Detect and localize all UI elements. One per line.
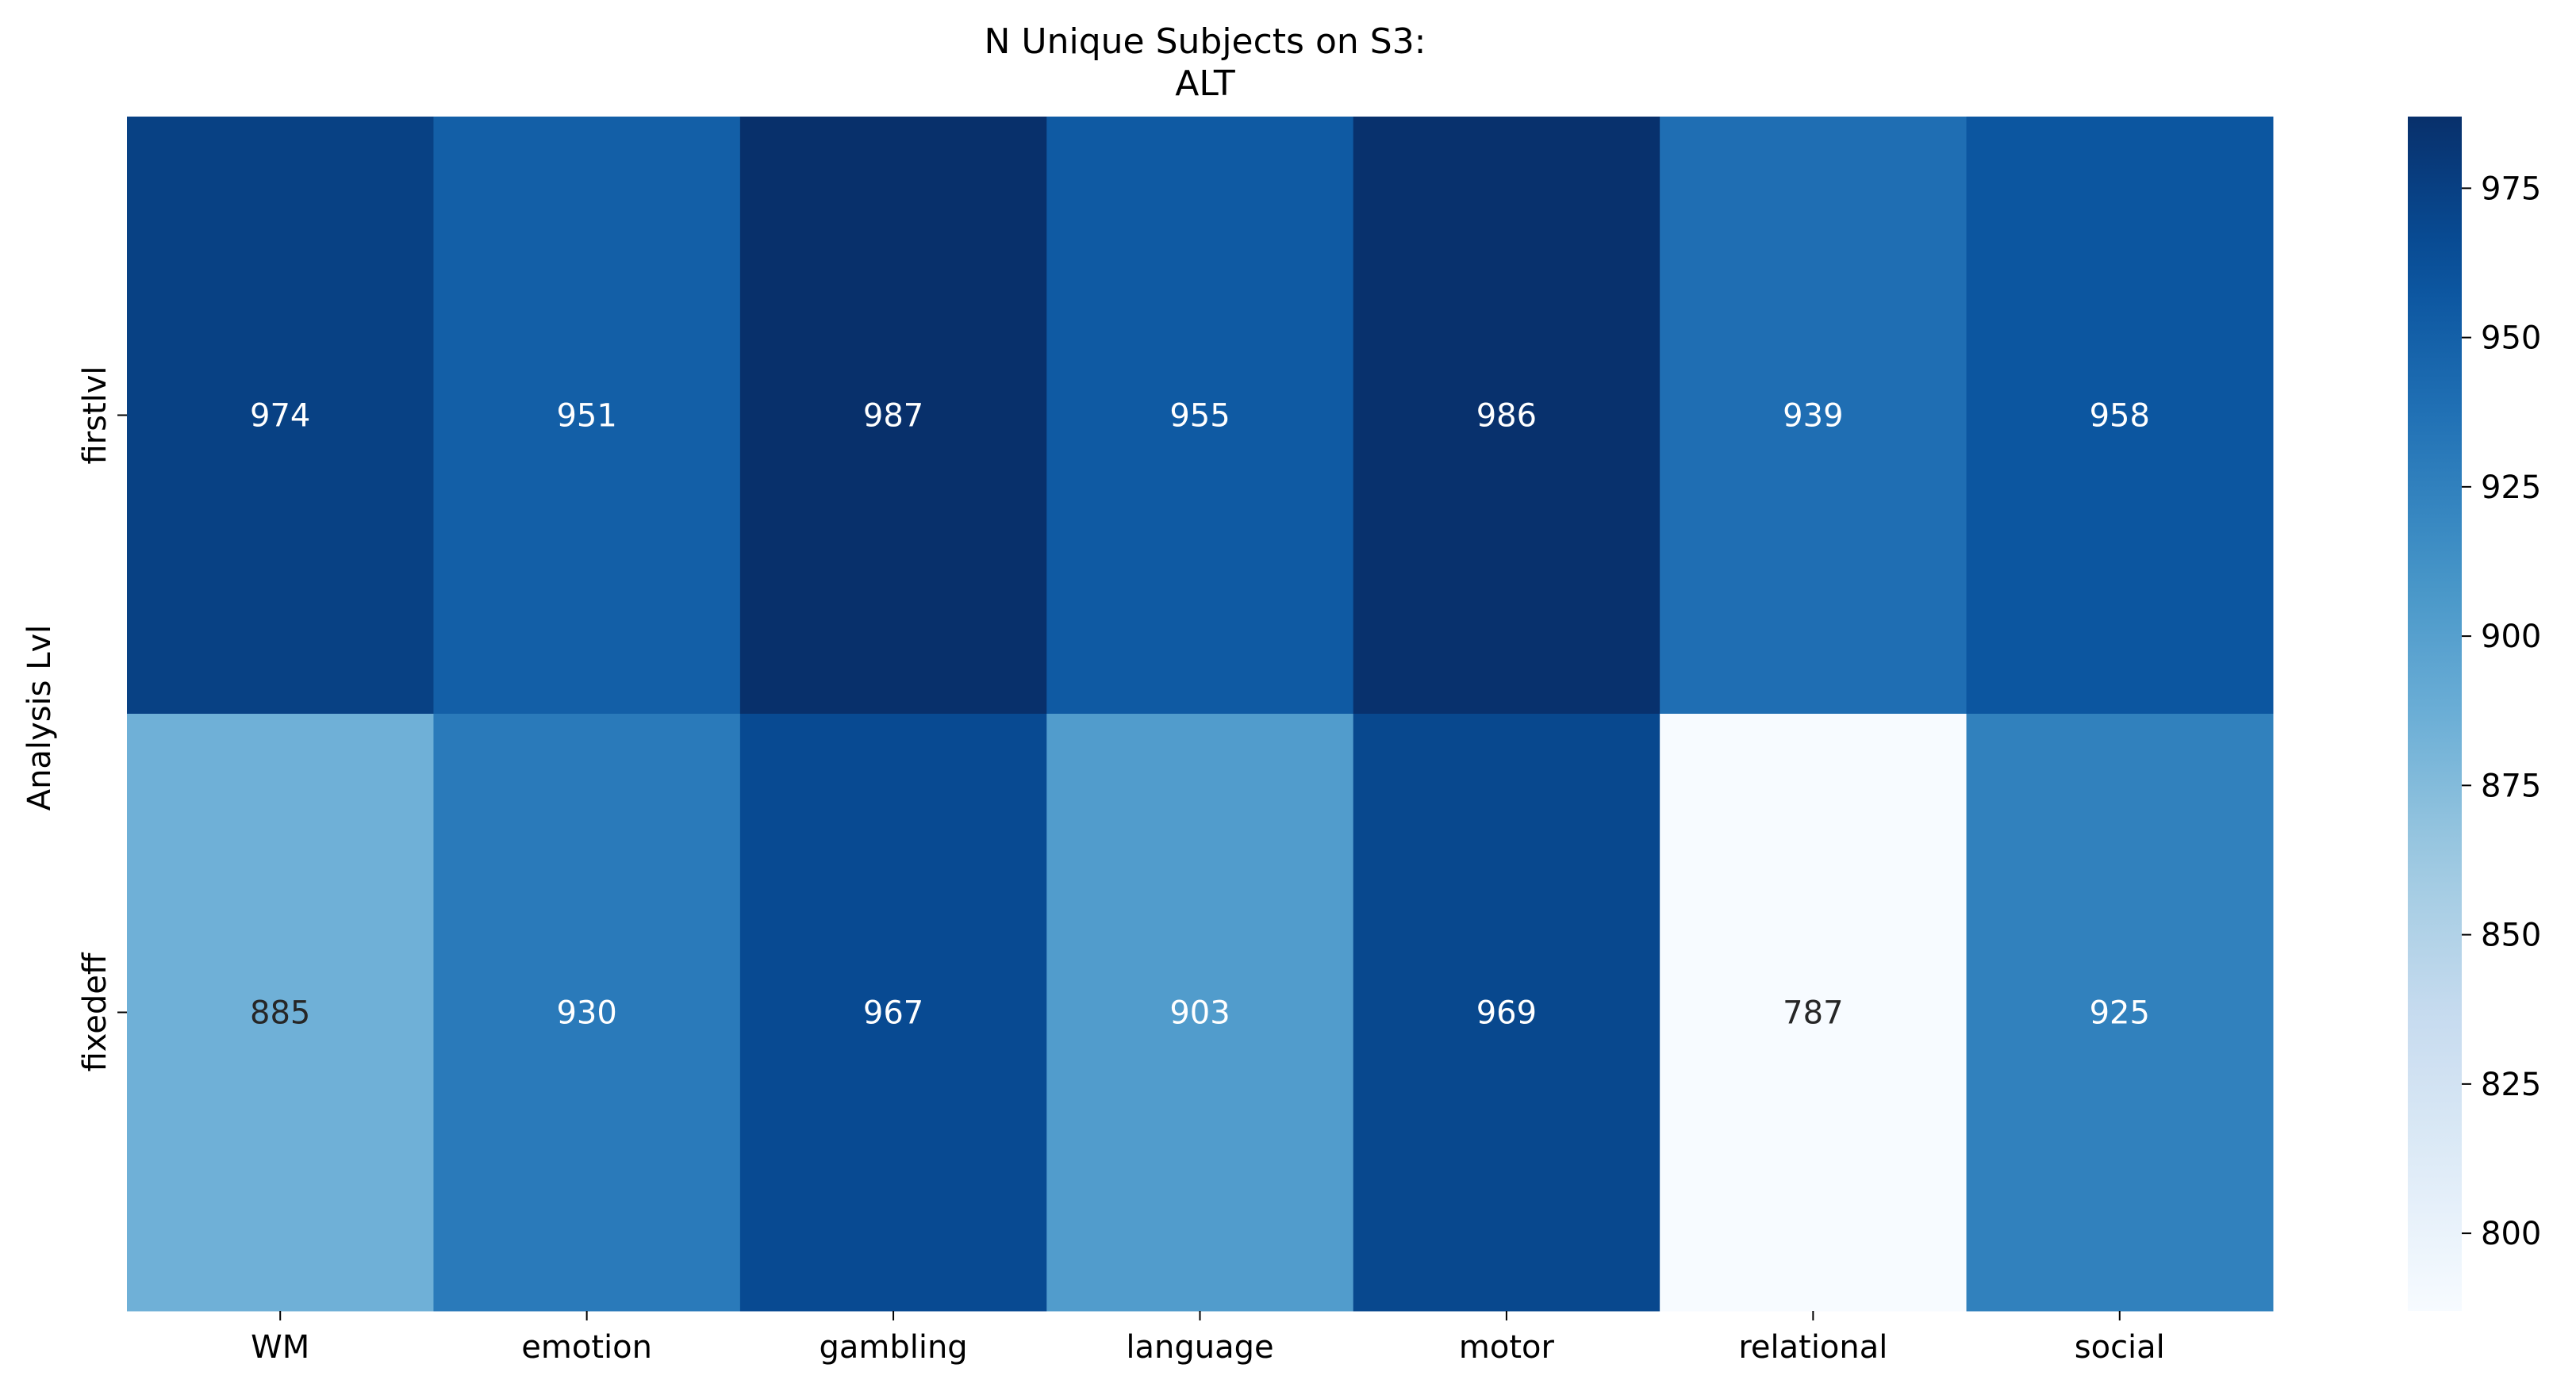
cell-value-label: 958 <box>2090 398 2150 435</box>
heatmap-cell <box>433 714 741 1312</box>
heatmap-cell <box>1353 117 1660 715</box>
cell-value-label: 930 <box>556 995 616 1032</box>
colorbar-tick-label: 875 <box>2481 768 2541 804</box>
colorbar-tick-label: 800 <box>2481 1216 2541 1252</box>
heatmap-cell <box>1660 117 1968 715</box>
heatmap-cell <box>739 117 1047 715</box>
x-tick-label: motor <box>1459 1329 1555 1366</box>
cell-value-label: 967 <box>863 995 923 1032</box>
cell-value-label: 939 <box>1783 398 1843 435</box>
cell-value-label: 885 <box>250 995 310 1032</box>
chart-title-line-2: ALT <box>1175 63 1235 104</box>
x-tick-label: relational <box>1738 1329 1887 1366</box>
y-tick-label: firstlvl <box>77 366 113 464</box>
heatmap-cell <box>127 117 434 715</box>
heatmap-cell <box>1046 714 1354 1312</box>
colorbar: 800 825 850 875 900 925 950 975 <box>2408 117 2541 1311</box>
x-tick-label: language <box>1126 1329 1273 1366</box>
heatmap-cells: 974 951 987 955 986 939 958 885 930 967 903 969 787 9… <box>127 117 2274 1312</box>
cell-value-label: 974 <box>250 398 310 435</box>
heatmap-cell <box>1966 714 2274 1312</box>
x-tick-label: gambling <box>819 1329 967 1366</box>
heatmap-cell <box>1353 714 1660 1312</box>
colorbar-ticks: 800 825 850 875 900 925 950 975 <box>2462 171 2541 1252</box>
cell-value-label: 969 <box>1476 995 1537 1032</box>
colorbar-tick-label: 950 <box>2481 320 2541 357</box>
heatmap-cell <box>1046 117 1354 715</box>
heatmap-cell <box>739 714 1047 1312</box>
x-tick-label: social <box>2075 1329 2165 1366</box>
heatmap-cell <box>127 714 434 1312</box>
x-tick-label: WM <box>251 1329 309 1366</box>
colorbar-tick-label: 850 <box>2481 918 2541 954</box>
colorbar-gradient <box>2408 117 2462 1311</box>
cell-value-label: 925 <box>2090 995 2150 1032</box>
heatmap-cell <box>433 117 741 715</box>
x-tick-label: emotion <box>521 1329 652 1366</box>
colorbar-tick-label: 900 <box>2481 619 2541 655</box>
colorbar-tick-label: 925 <box>2481 469 2541 506</box>
cell-value-label: 787 <box>1783 995 1843 1032</box>
y-axis-label: Analysis Lvl <box>21 625 58 811</box>
y-tick-label: fixedeff <box>77 952 113 1071</box>
cell-value-label: 955 <box>1169 398 1230 435</box>
colorbar-tick-label: 975 <box>2481 171 2541 207</box>
cell-value-label: 903 <box>1169 995 1230 1032</box>
heatmap-cell <box>1660 714 1968 1312</box>
chart-title-line-1: N Unique Subjects on S3: <box>984 21 1426 62</box>
heatmap-cell <box>1966 117 2274 715</box>
y-axis: firstlvl fixedeff <box>77 366 127 1071</box>
cell-value-label: 951 <box>556 398 616 435</box>
colorbar-tick-label: 825 <box>2481 1067 2541 1103</box>
cell-value-label: 986 <box>1476 398 1537 435</box>
x-axis: WM emotion gambling language motor relational… <box>251 1311 2165 1366</box>
cell-value-label: 987 <box>863 398 923 435</box>
